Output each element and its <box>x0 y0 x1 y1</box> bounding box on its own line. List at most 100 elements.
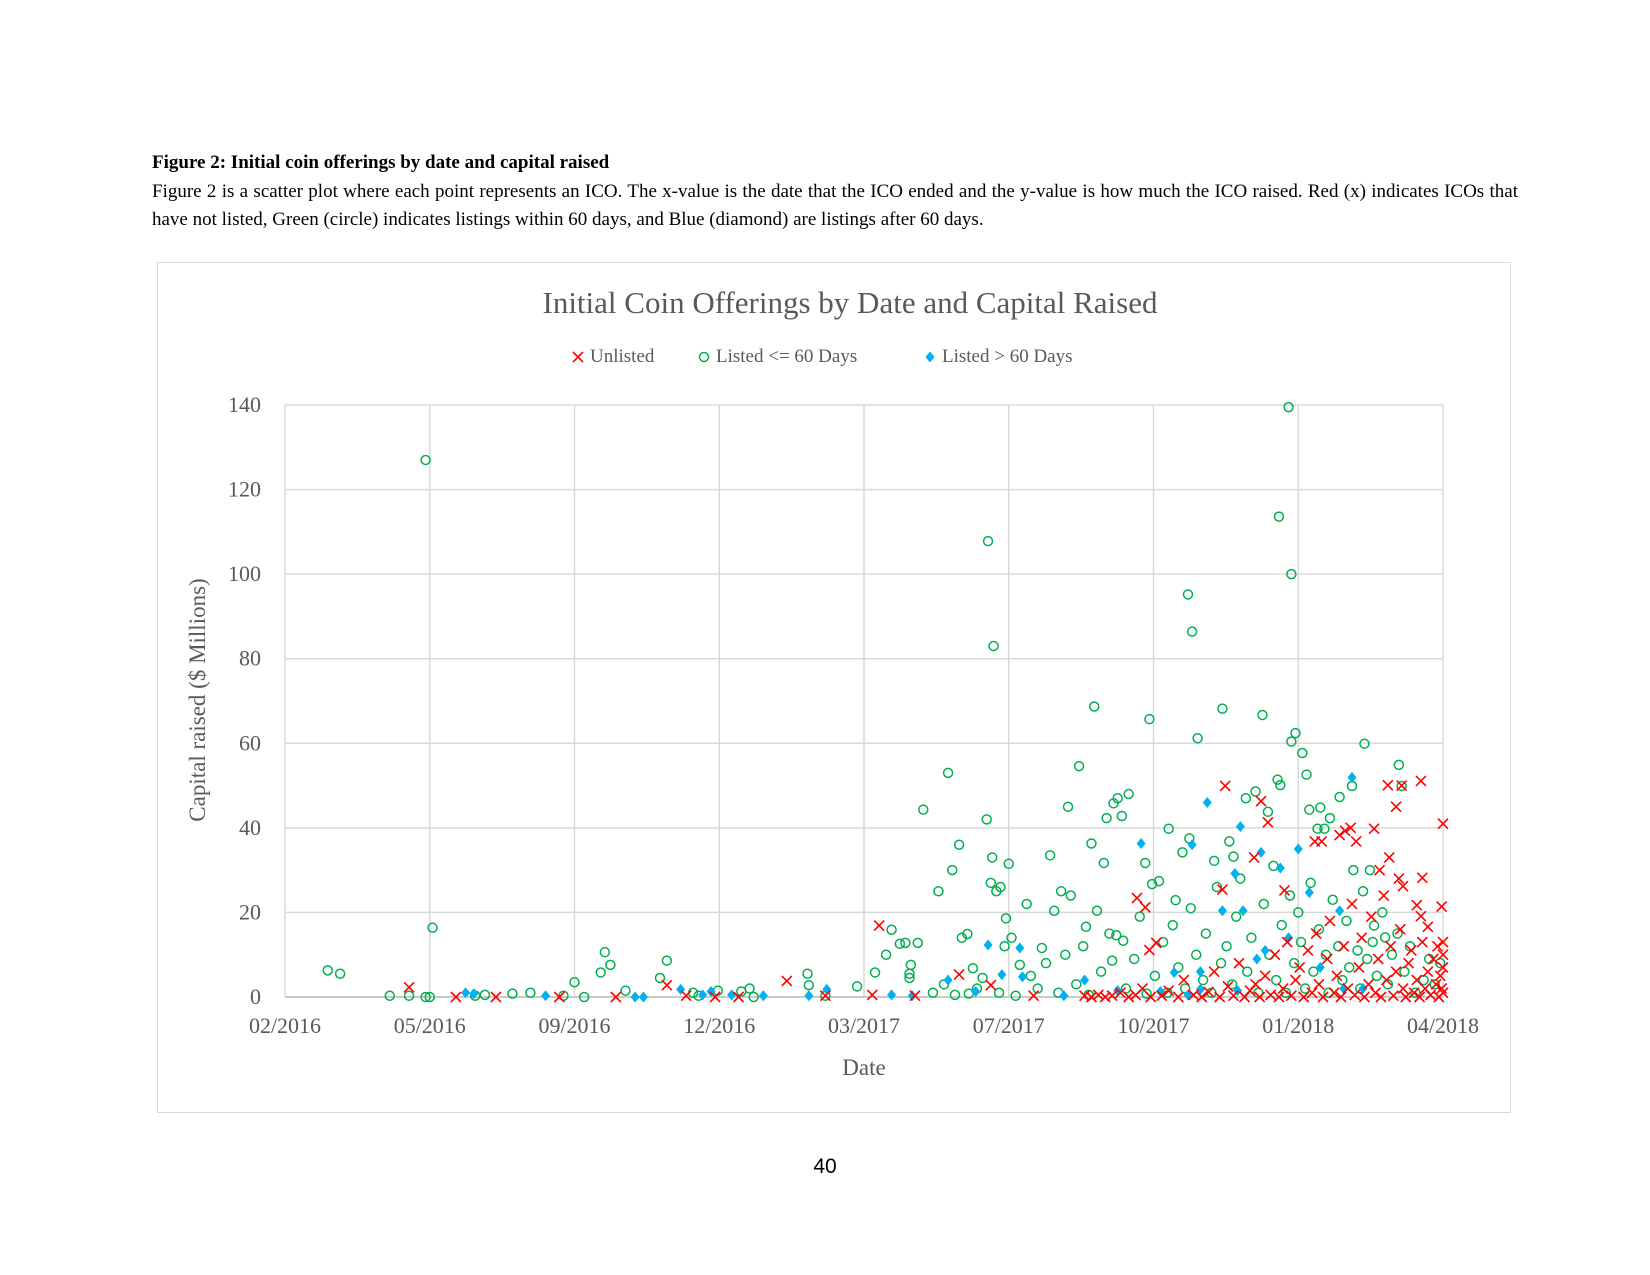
data-point-x <box>1358 991 1370 1003</box>
data-point-x <box>1163 985 1175 997</box>
data-point-circle <box>1386 949 1398 960</box>
x-marker-stroke <box>1027 990 1040 1002</box>
data-point-circle <box>953 839 965 851</box>
x-marker-stroke <box>709 991 721 1003</box>
data-point-circle <box>1352 945 1363 956</box>
y-tick-label: 0 <box>250 984 261 1009</box>
data-point-circle <box>1276 919 1287 931</box>
data-point-circle <box>1062 801 1074 812</box>
data-point-circle <box>1080 921 1092 933</box>
data-point-circle <box>1139 857 1151 869</box>
x-marker-stroke <box>1362 978 1375 990</box>
data-point-circle <box>1170 894 1181 906</box>
data-point-circle <box>1123 788 1134 800</box>
data-point-circle <box>1344 962 1355 973</box>
data-point-circle <box>1167 919 1179 931</box>
y-tick-label: 60 <box>239 730 261 755</box>
data-point-x <box>1259 970 1271 982</box>
data-point-circle <box>1025 970 1037 982</box>
data-point-circle <box>1348 864 1359 876</box>
x-marker-stroke <box>1397 982 1409 995</box>
data-point-circle <box>334 968 346 979</box>
x-marker-stroke <box>953 969 965 981</box>
x-marker-stroke <box>1422 966 1434 978</box>
data-point-x <box>1431 940 1444 952</box>
data-point-circle <box>995 881 1006 893</box>
data-point-circle <box>1275 779 1286 791</box>
data-point-circle <box>1301 769 1312 780</box>
x-axis-label: Date <box>842 1055 885 1080</box>
data-point-diamond <box>469 988 479 1000</box>
data-point-circle <box>1055 886 1067 897</box>
x-marker-stroke <box>1387 990 1399 1002</box>
data-point-x <box>953 969 965 981</box>
x-marker-stroke <box>732 991 745 1003</box>
data-point-circle <box>986 852 998 863</box>
data-point-circle <box>1071 979 1082 990</box>
data-point-x <box>450 991 462 1003</box>
x-marker-stroke <box>1393 873 1405 885</box>
x-marker-stroke <box>490 991 502 1003</box>
x-marker-stroke <box>1145 991 1157 1003</box>
data-point-x <box>1393 873 1405 885</box>
data-point-x <box>553 991 565 1003</box>
data-point-circle <box>1134 911 1145 922</box>
data-point-circle <box>1357 886 1369 897</box>
x-marker-stroke <box>1436 900 1448 913</box>
x-marker-stroke <box>1313 978 1325 990</box>
data-point-circle <box>1065 890 1077 901</box>
x-marker-stroke <box>1187 989 1200 1001</box>
data-point-x <box>1397 880 1409 892</box>
x-marker-stroke <box>553 991 565 1003</box>
data-point-circle <box>985 877 997 889</box>
x-marker-stroke <box>1397 880 1409 892</box>
data-point-circle <box>880 949 892 960</box>
x-marker-stroke <box>1281 936 1293 948</box>
data-point-x <box>1145 991 1157 1003</box>
x-marker-stroke <box>1255 795 1267 807</box>
data-point-x <box>1249 978 1262 990</box>
data-point-circle <box>1077 941 1089 952</box>
data-point-x <box>1262 816 1274 828</box>
x-marker-stroke <box>1437 936 1449 948</box>
data-point-circle <box>569 976 580 988</box>
data-point-x <box>1385 940 1397 952</box>
data-point-x <box>1362 978 1375 990</box>
data-point-x <box>1139 901 1151 913</box>
x-marker-stroke <box>1335 991 1347 1003</box>
data-point-diamond <box>541 990 551 1002</box>
data-point-circle <box>1091 905 1103 916</box>
x-tick-label: 05/2016 <box>394 1013 466 1038</box>
data-point-diamond <box>1235 821 1245 833</box>
page-number: 40 <box>813 1155 837 1178</box>
data-point-diamond <box>983 939 993 951</box>
data-point-circle <box>982 535 994 547</box>
y-tick-label: 140 <box>228 392 261 417</box>
x-marker-stroke <box>1208 966 1220 978</box>
data-point-diamond <box>1347 772 1357 784</box>
legend-item: Unlisted <box>572 346 655 367</box>
data-point-x <box>1390 801 1402 813</box>
data-point-x <box>985 979 997 991</box>
x-marker-stroke <box>680 990 692 1002</box>
data-point-x <box>1306 987 1318 999</box>
data-point-x <box>1156 990 1168 1002</box>
data-point-circle <box>1044 850 1056 861</box>
data-point-diamond <box>1195 983 1205 995</box>
data-point-circle <box>1284 890 1296 901</box>
data-point-diamond <box>1230 868 1240 880</box>
data-point-x <box>1092 989 1104 1001</box>
data-point-circle <box>1240 793 1252 804</box>
data-point-x <box>1233 957 1245 969</box>
data-point-x <box>1150 937 1162 949</box>
data-point-x <box>1281 936 1293 948</box>
x-marker-stroke <box>1172 991 1184 1003</box>
data-point-circle <box>1197 974 1209 986</box>
data-point-x <box>1227 990 1240 1002</box>
x-marker-stroke <box>1375 991 1387 1003</box>
data-point-x <box>709 991 721 1003</box>
data-point-diamond <box>971 986 981 998</box>
data-point-x <box>1437 936 1449 948</box>
x-marker-stroke <box>909 990 921 1002</box>
